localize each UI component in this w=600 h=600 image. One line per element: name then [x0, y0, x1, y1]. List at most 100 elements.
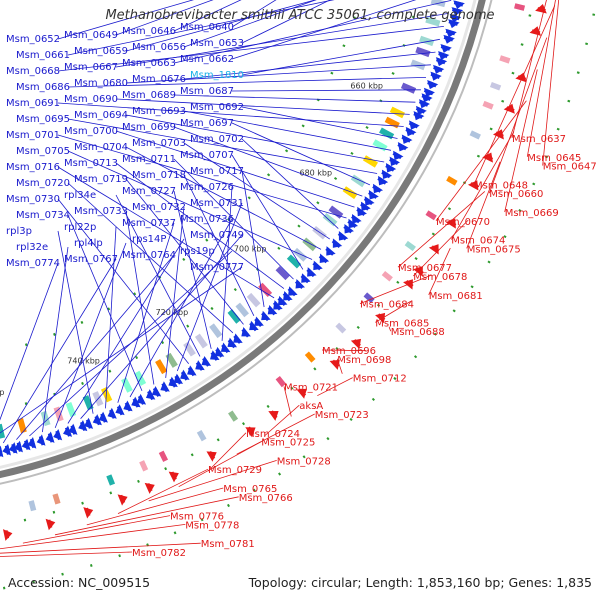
forward-gene-label: Msm_0686: [16, 82, 70, 93]
accession-text: Accession: NC_009515: [8, 575, 151, 590]
forward-gene-arrow-head: [187, 365, 197, 376]
forward-gene-arrow-head: [214, 346, 225, 357]
reverse-gene-arrow-head: [268, 411, 279, 421]
reverse-gene-label: Msm_0728: [277, 456, 331, 467]
reverse-label-leader: [0, 542, 201, 554]
forward-label-leader: [129, 218, 233, 398]
cog-category-block: [121, 377, 133, 393]
forward-gene-arrow-head: [92, 414, 102, 426]
forward-gene-label: Msm_0732: [132, 202, 186, 213]
reverse-label-leader: [54, 496, 239, 536]
cog-category-block-outer: [514, 3, 526, 11]
scale-tick-label: 700 kbp: [234, 245, 267, 254]
forward-gene-arrow-head: [405, 126, 417, 137]
backbone-inner-edge: [0, 0, 477, 469]
forward-label-leader: [2, 258, 117, 444]
reverse-label-leader: [413, 219, 469, 277]
forward-label-leader: [67, 118, 378, 174]
forward-gene-arrow-head: [451, 7, 464, 16]
reverse-label-leader: [511, 0, 547, 139]
forward-label-leader: [115, 194, 201, 357]
forward-gene-label: Msm_0704: [74, 142, 128, 153]
forward-gene-arrow-head: [423, 87, 435, 97]
forward-gene-arrow-head: [445, 28, 457, 38]
gene-label-layer: Msm_0640 Msm_0646 Msm_0649 Msm_0652 Msm_0653…: [6, 22, 597, 559]
forward-gene-arrow-head: [261, 310, 271, 321]
forward-gene-arrow-head: [351, 213, 362, 224]
reverse-label-leader: [526, 0, 556, 157]
forward-gene-arrow-head: [348, 218, 359, 229]
forward-gene-arrow-head: [107, 407, 117, 419]
forward-gene-arrow-head: [427, 79, 439, 90]
forward-gene-label: Msm_0640: [180, 22, 234, 33]
forward-gene-arrow-head: [63, 425, 73, 437]
forward-gene-arrow-head: [249, 320, 259, 331]
cog-category-block: [194, 333, 208, 349]
forward-gene-arrow-head: [430, 71, 442, 81]
forward-label-leader: [125, 64, 431, 84]
forward-label-leader: [67, 182, 234, 334]
forward-label-leader: [176, 202, 243, 372]
forward-gene-arrow-head: [385, 163, 397, 173]
cog-category-block-outer: [446, 175, 458, 186]
forward-gene-label: Msm_0737: [122, 218, 176, 229]
forward-gene-arrow-head: [267, 305, 278, 315]
reverse-gene-arrow-head: [350, 338, 362, 350]
forward-gene-arrow-head: [295, 278, 306, 289]
forward-label-leader: [57, 166, 275, 299]
reverse-gene-label: Msm_0660: [489, 189, 543, 200]
forward-gene-label: Msm_0661: [16, 50, 70, 61]
reverse-label-leader: [359, 274, 432, 304]
cog-category-block: [430, 0, 446, 8]
forward-gene-arrow-head: [36, 434, 46, 446]
forward-label-leader: [125, 146, 322, 250]
cog-category-block: [17, 418, 27, 434]
forward-gene-label: Msm_0649: [64, 30, 118, 41]
forward-gene-label: Msm_0720: [16, 178, 70, 189]
scale-tick-label: 680 kbp: [299, 168, 332, 177]
forward-label-leader: [183, 142, 331, 240]
forward-label-leader: [241, 138, 339, 229]
reverse-gene-label: Msm_0712: [353, 374, 407, 385]
forward-gene-label: Msm_0716: [6, 162, 60, 173]
reverse-gene-label: Msm_0675: [467, 244, 521, 255]
forward-gene-arrow-head: [145, 389, 156, 400]
forward-label-leader: [231, 154, 304, 270]
cog-category-block: [415, 46, 431, 58]
forward-gene-arrow-head: [115, 404, 125, 416]
forward-label-leader: [241, 106, 398, 139]
forward-gene-label: Msm_0733: [74, 206, 128, 217]
forward-gene-label: Msm_0695: [16, 114, 70, 125]
reverse-gene-arrow-head: [117, 494, 128, 506]
forward-label-leader: [115, 98, 410, 115]
forward-gene-label: Msm_0702: [190, 134, 244, 145]
reverse-label-leader: [375, 301, 411, 323]
reverse-gene-label: Msm_0721: [284, 382, 338, 393]
cog-category-block: [379, 127, 395, 140]
reverse-gene-label: Msm_0725: [261, 438, 315, 449]
forward-gene-arrow-head: [173, 373, 183, 384]
cog-category-block-outer: [196, 429, 207, 442]
reverse-gene-label: Msm_0778: [185, 520, 239, 531]
reverse-gene-arrow-head: [296, 388, 307, 399]
forward-label-leader: [67, 150, 313, 260]
reverse-gene-label: Msm_0678: [413, 272, 467, 283]
forward-gene-arrow-head: [332, 238, 343, 248]
reverse-gene-arrow-head: [45, 518, 56, 531]
reverse-gene-label: Msm_0776: [170, 512, 224, 523]
reverse-label-leader: [397, 191, 486, 268]
reverse-label-leader: [542, 0, 560, 166]
reverse-gene-label: Msm_0729: [208, 465, 262, 476]
reverse-label-leader: [178, 441, 262, 488]
forward-gene-arrow-head: [227, 337, 238, 348]
forward-gene-arrow-head: [307, 267, 317, 277]
cog-category-block: [165, 352, 178, 368]
reverse-gene-label: Msm_0681: [429, 291, 483, 302]
forward-gene-arrow-head: [415, 105, 427, 116]
cog-category-block-outer: [139, 460, 149, 472]
forward-gene-arrow-head: [389, 156, 401, 167]
forward-label-leader: [80, 234, 243, 419]
forward-gene-arrow-head: [419, 99, 430, 109]
forward-gene-arrow-head: [210, 350, 220, 360]
